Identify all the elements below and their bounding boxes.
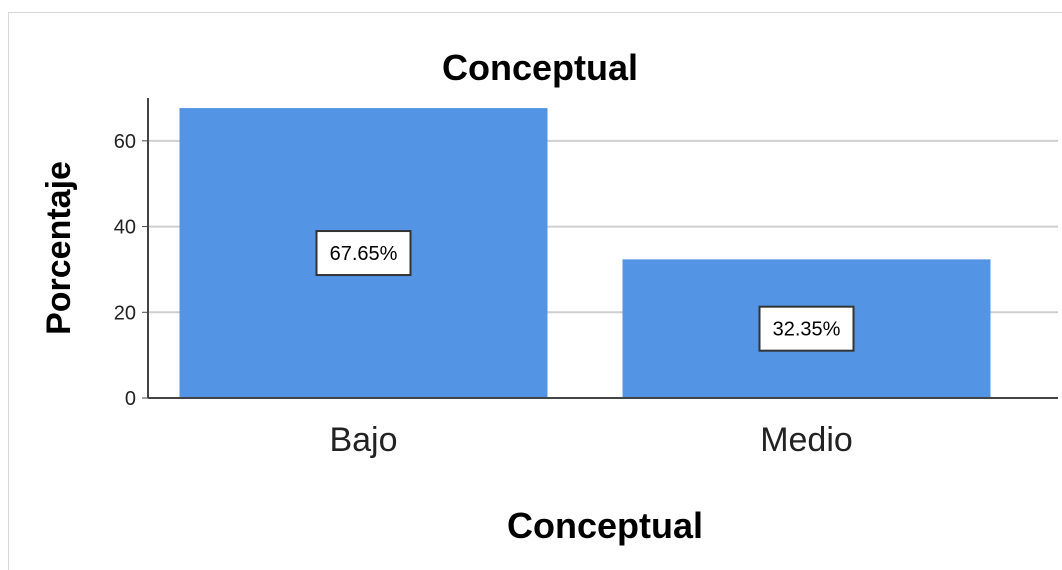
y-tick-label: 20 (114, 302, 136, 324)
data-label: 67.65% (330, 243, 398, 265)
y-tick-label: 40 (114, 217, 136, 239)
x-tick-label: Bajo (329, 421, 397, 459)
y-tick-label: 60 (114, 131, 136, 153)
x-axis-label: Conceptual (507, 505, 703, 546)
data-label-box (758, 305, 855, 352)
x-tick-labels: Bajo Medio (329, 421, 852, 459)
x-tick-label: Medio (760, 421, 853, 459)
data-label-box (315, 230, 412, 277)
y-axis-label: Porcentaje (40, 161, 78, 335)
y-tick-label: 0 (125, 388, 136, 410)
bars (179, 108, 991, 399)
data-label: 32.35% (773, 319, 841, 341)
y-tick-labels: 0 20 40 60 (114, 131, 136, 410)
chart-title: Conceptual (442, 47, 638, 88)
chart-frame (8, 12, 1062, 570)
data-labels: 67.65% 32.35% (315, 230, 855, 352)
axes (142, 98, 1058, 399)
